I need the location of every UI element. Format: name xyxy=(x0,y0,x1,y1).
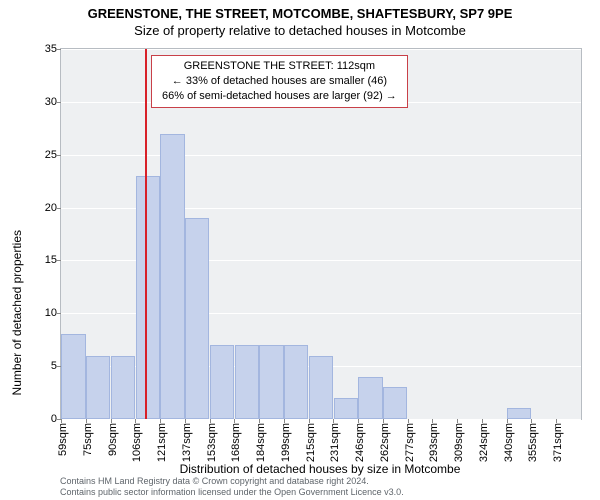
chart-title: GREENSTONE, THE STREET, MOTCOMBE, SHAFTE… xyxy=(0,0,600,21)
callout-box: GREENSTONE THE STREET: 112sqm← 33% of de… xyxy=(151,55,408,108)
x-tick-label: 121sqm xyxy=(156,423,168,462)
x-tick-label: 371sqm xyxy=(552,423,564,462)
histogram-bar xyxy=(210,345,234,419)
y-axis-label: Number of detached properties xyxy=(10,147,24,312)
gridline xyxy=(61,155,581,156)
x-tick-label: 231sqm xyxy=(329,423,341,462)
x-tick-label: 199sqm xyxy=(280,423,292,462)
y-tick-mark xyxy=(57,155,61,156)
y-tick-label: 25 xyxy=(45,149,57,161)
footer-line-2: Contains public sector information licen… xyxy=(60,487,404,498)
x-tick-label: 324sqm xyxy=(478,423,490,462)
y-tick-label: 15 xyxy=(45,254,57,266)
x-tick-label: 262sqm xyxy=(379,423,391,462)
footer-line-1: Contains HM Land Registry data © Crown c… xyxy=(60,476,404,487)
histogram-bar xyxy=(86,356,110,419)
histogram-bar xyxy=(61,334,85,419)
histogram-bar xyxy=(160,134,184,419)
y-tick-mark xyxy=(57,102,61,103)
chart-footer: Contains HM Land Registry data © Crown c… xyxy=(60,476,404,498)
x-tick-label: 184sqm xyxy=(255,423,267,462)
histogram-bar xyxy=(309,356,333,419)
chart-subtitle: Size of property relative to detached ho… xyxy=(0,23,600,38)
histogram-bar xyxy=(507,408,531,419)
y-tick-mark xyxy=(57,260,61,261)
histogram-bar xyxy=(185,218,209,419)
x-tick-label: 293sqm xyxy=(428,423,440,462)
histogram-bar xyxy=(383,387,407,419)
histogram-bar xyxy=(259,345,283,419)
histogram-bar xyxy=(334,398,358,419)
x-tick-label: 59sqm xyxy=(57,423,69,456)
y-tick-label: 20 xyxy=(45,202,57,214)
gridline xyxy=(61,49,581,50)
x-tick-label: 106sqm xyxy=(131,423,143,462)
x-axis-label: Distribution of detached houses by size … xyxy=(20,462,600,476)
histogram-bar xyxy=(235,345,259,419)
y-tick-mark xyxy=(57,313,61,314)
x-tick-label: 215sqm xyxy=(305,423,317,462)
x-tick-label: 153sqm xyxy=(206,423,218,462)
x-tick-label: 90sqm xyxy=(107,423,119,456)
x-tick-label: 355sqm xyxy=(527,423,539,462)
plot-area: 0510152025303559sqm75sqm90sqm106sqm121sq… xyxy=(60,48,582,420)
callout-line: 66% of semi-detached houses are larger (… xyxy=(162,89,397,104)
x-tick-label: 340sqm xyxy=(503,423,515,462)
histogram-bar xyxy=(136,176,160,419)
y-tick-label: 35 xyxy=(45,43,57,55)
y-tick-mark xyxy=(57,208,61,209)
reference-line xyxy=(145,49,147,419)
x-tick-label: 168sqm xyxy=(230,423,242,462)
y-tick-mark xyxy=(57,49,61,50)
histogram-bar xyxy=(284,345,308,419)
x-tick-label: 246sqm xyxy=(354,423,366,462)
callout-line: GREENSTONE THE STREET: 112sqm xyxy=(162,59,397,74)
x-tick-label: 277sqm xyxy=(404,423,416,462)
y-tick-label: 30 xyxy=(45,96,57,108)
x-tick-label: 75sqm xyxy=(82,423,94,456)
gridline xyxy=(61,419,581,420)
histogram-bar xyxy=(358,377,382,419)
histogram-bar xyxy=(111,356,135,419)
y-tick-label: 10 xyxy=(45,307,57,319)
x-tick-label: 309sqm xyxy=(453,423,465,462)
x-tick-label: 137sqm xyxy=(181,423,193,462)
callout-line: ← 33% of detached houses are smaller (46… xyxy=(162,74,397,89)
chart-container: GREENSTONE, THE STREET, MOTCOMBE, SHAFTE… xyxy=(0,0,600,500)
